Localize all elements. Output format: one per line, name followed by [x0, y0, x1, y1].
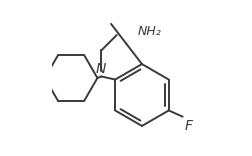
- Text: F: F: [184, 119, 192, 133]
- Text: N: N: [96, 62, 106, 76]
- Text: NH₂: NH₂: [137, 25, 161, 38]
